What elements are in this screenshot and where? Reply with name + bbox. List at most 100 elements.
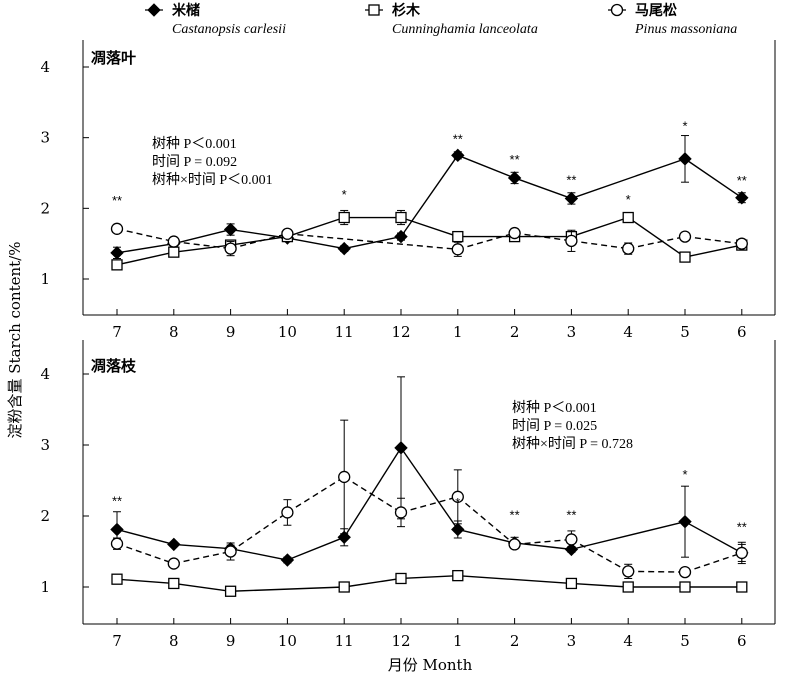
legend-label-en: Castanopsis carlesii (172, 22, 286, 37)
y-tick-label: 3 (40, 436, 50, 454)
x-tick-label: 8 (169, 632, 179, 650)
data-point-square (168, 577, 180, 590)
data-point-diamond (223, 222, 238, 237)
data-point-square (622, 581, 634, 593)
x-tick-label: 1 (453, 632, 463, 650)
series-line (173, 228, 231, 245)
data-point-circle (735, 237, 748, 250)
x-tick-label: 2 (510, 632, 520, 650)
data-point-diamond (678, 514, 692, 529)
stats-line: 树种 P＜0.001 (512, 400, 597, 416)
legend: 米槠 Castanopsis carlesii 杉木 Cunninghamia lan… (145, 2, 737, 37)
series-line (684, 244, 742, 258)
stats-line: 时间 P = 0.092 (152, 154, 237, 170)
significance-annotation: ** (510, 152, 520, 167)
data-point-square (395, 211, 407, 224)
series-line (684, 158, 743, 199)
series-line (230, 547, 288, 561)
legend-label-en: Cunninghamia lanceolata (392, 22, 538, 37)
series-diamond (110, 376, 749, 567)
series-line (287, 216, 345, 238)
data-point-diamond (337, 530, 351, 545)
series-line (344, 235, 402, 250)
data-point-square (111, 573, 123, 585)
series-line (457, 528, 515, 544)
data-point-circle (678, 230, 692, 243)
legend-label-cn: 马尾松 (635, 2, 677, 19)
significance-annotation: ** (566, 508, 576, 523)
series-line (571, 216, 629, 238)
data-point-diamond (678, 152, 692, 166)
x-tick-label: 6 (737, 632, 747, 650)
data-point-circle (110, 537, 124, 550)
y-axis-label: 淀粉含量 Starch content/% (6, 241, 24, 438)
series-line (514, 177, 572, 200)
data-point-circle (622, 565, 635, 578)
series-line (628, 235, 686, 250)
data-point-diamond (110, 246, 124, 260)
y-tick-label: 2 (40, 507, 50, 525)
series-line (230, 235, 288, 246)
y-tick-label: 3 (40, 129, 50, 147)
data-point-circle (338, 470, 351, 484)
data-point-circle (678, 565, 692, 579)
data-point-circle (565, 234, 578, 247)
x-tick-label: 8 (169, 323, 179, 341)
series-line (287, 476, 345, 514)
significance-annotation: ** (737, 173, 747, 188)
series-line (344, 577, 402, 588)
data-point-circle (167, 235, 180, 248)
x-tick-label: 10 (278, 632, 297, 650)
series-line (116, 251, 174, 266)
series-line (400, 216, 459, 238)
y-tick-label: 4 (40, 365, 50, 383)
series-square (111, 209, 748, 271)
series-line (116, 578, 174, 585)
legend-marker-diamond (147, 3, 161, 17)
data-point-diamond (110, 522, 124, 537)
series-line (514, 542, 572, 551)
series-line (287, 536, 345, 561)
series-line (684, 235, 742, 245)
significance-annotation: * (682, 119, 687, 134)
stats-line: 树种×时间 P＜0.001 (152, 172, 273, 188)
significance-annotation: * (342, 187, 347, 202)
legend-label-cn: 杉木 (392, 2, 421, 19)
x-tick-label: 10 (278, 323, 297, 341)
significance-annotation: ** (112, 493, 122, 508)
panel-title: 凋落叶 (91, 49, 136, 67)
data-point-diamond (394, 441, 408, 455)
data-point-diamond (167, 537, 181, 552)
x-tick-label: 9 (226, 323, 236, 341)
data-point-circle (110, 222, 124, 235)
y-tick-label: 2 (40, 199, 50, 217)
x-tick-label: 3 (567, 323, 577, 341)
data-point-circle (735, 546, 748, 560)
series-line (457, 496, 516, 545)
data-point-square (736, 581, 748, 593)
significance-annotation: ** (453, 131, 463, 146)
data-point-diamond (564, 191, 579, 206)
data-point-circle (224, 242, 237, 255)
data-point-diamond (280, 553, 295, 567)
series-diamond (110, 135, 749, 260)
legend-marker-square (368, 4, 380, 16)
series-line (173, 550, 231, 565)
data-point-square (338, 211, 350, 224)
series-line (627, 216, 686, 258)
series-line (230, 511, 288, 553)
series-line (400, 154, 459, 238)
data-point-circle (508, 226, 521, 240)
stats-line: 树种 P＜0.001 (152, 136, 237, 152)
data-point-circle (508, 538, 521, 551)
data-point-square (452, 230, 464, 243)
x-axis-label: 月份 Month (388, 656, 473, 674)
x-tick-label: 3 (567, 632, 577, 650)
significance-annotation: ** (737, 520, 747, 535)
x-tick-label: 9 (226, 632, 236, 650)
data-point-diamond (394, 229, 408, 244)
series-line (400, 574, 458, 580)
data-point-square (395, 572, 407, 585)
